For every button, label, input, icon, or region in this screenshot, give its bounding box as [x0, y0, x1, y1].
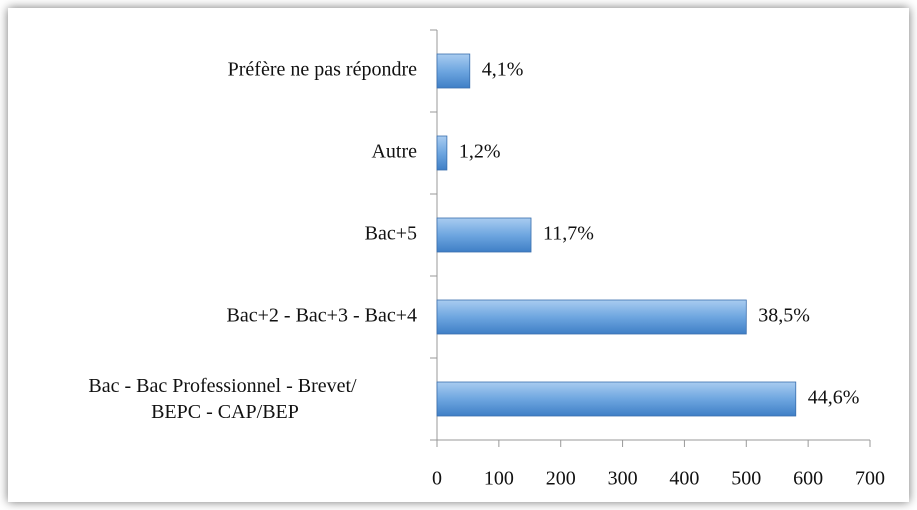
- bar: [436, 299, 747, 335]
- value-label: 38,5%: [758, 305, 810, 327]
- value-label: 11,7%: [543, 223, 594, 245]
- bar: [436, 135, 448, 171]
- value-label: 44,6%: [808, 387, 860, 409]
- y-tick-label: Autre: [371, 141, 417, 163]
- x-tick-label: 300: [608, 468, 638, 490]
- x-tick-label: 500: [731, 468, 761, 490]
- value-label: 1,2%: [459, 141, 501, 163]
- bar: [436, 381, 797, 417]
- bar: [436, 53, 471, 89]
- bar: [436, 217, 532, 253]
- value-label: 4,1%: [482, 59, 524, 81]
- x-tick-label: 0: [432, 468, 442, 490]
- frame: [8, 8, 909, 502]
- x-tick-label: 700: [855, 468, 885, 490]
- x-tick-label: 100: [484, 468, 514, 490]
- y-tick-label: Bac+2 - Bac+3 - Bac+4: [227, 305, 417, 327]
- y-tick-label: Bac+5: [365, 223, 417, 245]
- y-tick-label: Bac - Bac Professionnel - Brevet/ BEPC -…: [88, 375, 361, 423]
- x-tick-label: 600: [793, 468, 823, 490]
- label-line: Bac - Bac Professionnel - Brevet/: [88, 375, 361, 397]
- x-tick-label: 400: [669, 468, 699, 490]
- x-tick-label: 200: [546, 468, 576, 490]
- label-line: BEPC - CAP/BEP: [151, 401, 299, 423]
- y-tick-label: Préfère ne pas répondre: [228, 59, 417, 81]
